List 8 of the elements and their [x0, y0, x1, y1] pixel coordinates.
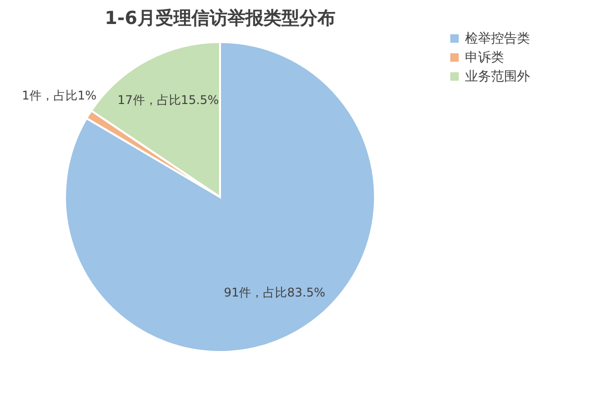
data-label: 17件，占比15.5%	[118, 92, 219, 107]
data-label: 91件，占比83.5%	[224, 286, 326, 300]
pie-slice	[64, 41, 376, 353]
legend-label: 申诉类	[465, 50, 504, 66]
legend-label: 检举控告类	[465, 32, 530, 46]
chart-title: 1-6月受理信访举报类型分布	[104, 8, 336, 29]
legend-label: 业务范围外	[465, 70, 530, 84]
data-label: 1件，占比1%	[22, 88, 97, 103]
